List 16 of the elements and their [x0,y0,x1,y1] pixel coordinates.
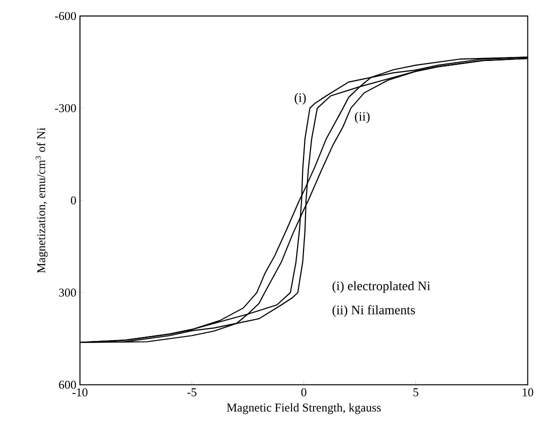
y-tick-label: 600 [59,380,76,389]
y-tick-label: -600 [54,12,76,20]
annotation: (i) [294,93,306,105]
x-tick-label: 10 [522,388,534,396]
annotation: (ii) [354,112,370,124]
x-axis-title: Magnetic Field Strength, kgauss [226,403,381,414]
annotation: (i) electroplated Ni [332,281,430,294]
y-tick-label: 0 [70,196,76,205]
y-tick-label: 300 [59,288,76,297]
x-tick-label: 5 [413,388,418,396]
x-tick-label: 0 [301,388,306,396]
x-tick-label: -10 [72,388,88,396]
y-axis-title: Magnetization, emu/cm$^{3}$ of Ni [36,128,48,274]
y-tick-label: -300 [54,104,76,112]
x-tick-label: -5 [187,388,196,396]
annotation: (ii) Ni filaments [332,305,415,318]
